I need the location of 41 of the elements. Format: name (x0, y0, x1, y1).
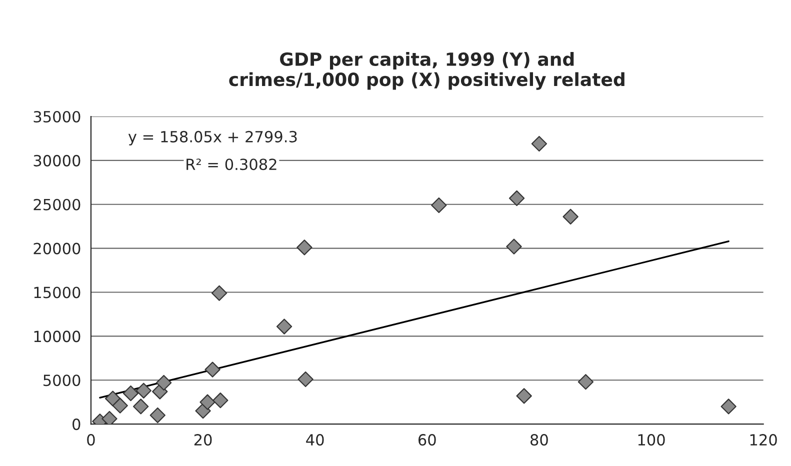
y-tick-label: 30000 (34, 154, 80, 166)
point (200, 394, 216, 410)
annotation: y = 158.05x + 2799.3 (128, 130, 297, 146)
point (204, 362, 220, 378)
x-tick-label: 120 (750, 434, 777, 446)
point (150, 407, 166, 424)
y-tick-label: 35000 (34, 110, 80, 123)
point (720, 398, 736, 414)
point (578, 374, 594, 390)
y-tick-label: 0 (72, 418, 80, 430)
x-tick-label: 20 (194, 434, 212, 446)
y-tick-label: 20000 (34, 242, 80, 254)
point (296, 240, 312, 256)
x-tick-label: 40 (306, 434, 324, 446)
x-tick-label: 60 (418, 434, 436, 446)
point (122, 385, 139, 402)
x-tick-label: 0 (87, 434, 95, 446)
point (104, 390, 121, 406)
y-tick-label: 5000 (44, 374, 80, 386)
point (506, 238, 522, 254)
point (136, 382, 152, 399)
point (156, 374, 172, 391)
y-tick-label: 25000 (34, 198, 80, 210)
point (508, 190, 525, 206)
point (562, 208, 578, 225)
x-tick-label: 100 (638, 434, 665, 446)
annotation: R² = 0.3082 (186, 158, 276, 170)
point (431, 197, 447, 214)
y-tick-label: 10000 (34, 330, 80, 342)
point (132, 398, 149, 414)
chart-title: GDP per capita, 1999 (Y) and crimes/1,000 pop (X) positively related (229, 52, 624, 90)
point (102, 410, 118, 424)
point (212, 392, 228, 408)
point (516, 388, 532, 404)
x-tick-label: 80 (530, 434, 548, 446)
point (531, 136, 548, 152)
point (211, 285, 228, 301)
point (276, 318, 292, 334)
y-tick-label: 15000 (34, 286, 80, 298)
point (298, 371, 314, 388)
point (112, 398, 128, 414)
